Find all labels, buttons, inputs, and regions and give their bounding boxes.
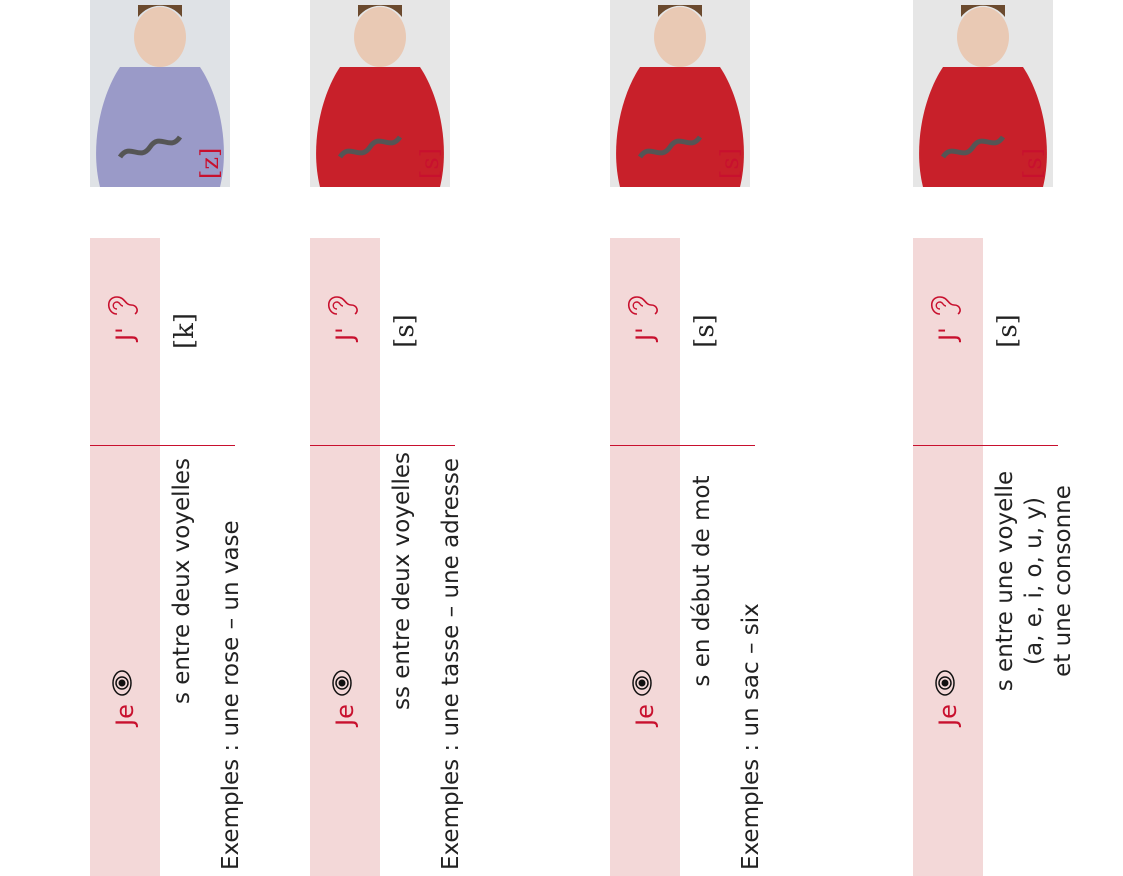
card: Je J' [s] ss entre deux voyelles Exemples : … <box>310 0 510 876</box>
photo-label: [s] <box>1019 147 1047 179</box>
j-entends: J' <box>90 293 160 341</box>
rule: ss entre deux voyelles <box>388 446 417 716</box>
photo-image <box>310 0 450 187</box>
photo-image <box>610 0 750 187</box>
j-label: J' <box>331 327 359 341</box>
rule-line: s entre deux voyelles <box>169 457 195 705</box>
je-vois: Je <box>913 670 983 726</box>
eye-icon <box>111 670 139 696</box>
rule-line: et une consonne <box>1050 485 1076 677</box>
ear-icon <box>926 293 970 319</box>
photo-label: [z] <box>196 147 224 179</box>
photo: [s] <box>310 0 450 187</box>
je-label: Je <box>631 704 659 726</box>
je-vois: Je <box>90 670 160 726</box>
photo: [s] <box>913 0 1053 187</box>
examples: Exemples : une rose – un vase <box>218 520 244 870</box>
rule-line: s en début de mot <box>689 475 715 687</box>
sound: [s] <box>390 314 420 348</box>
eye-icon <box>631 670 659 696</box>
photo: [z] <box>90 0 230 187</box>
photo-label: [s] <box>416 147 444 179</box>
je-label: Je <box>934 704 962 726</box>
j-label: J' <box>934 327 962 341</box>
ear-icon <box>103 293 147 319</box>
divider <box>310 445 455 446</box>
sound: [k] <box>170 312 200 350</box>
j-label: J' <box>111 327 139 341</box>
je-label: Je <box>111 704 139 726</box>
examples: Exemples : une tasse – une adresse <box>438 458 464 870</box>
j-entends: J' <box>610 293 680 341</box>
photo-image <box>913 0 1053 187</box>
photo: [s] <box>610 0 750 187</box>
je-label: Je <box>331 704 359 726</box>
card: Je J' [s] s entre une voyelle (a, e, i, o, u… <box>913 0 1113 876</box>
rule: s en début de mot <box>688 446 717 716</box>
card: Je J' [k] s entre deux voyelles Exemples : u… <box>90 0 290 876</box>
j-entends: J' <box>310 293 380 341</box>
rule-line: (a, e, i, o, u, y) <box>1021 497 1047 665</box>
rule: s entre une voyelle (a, e, i, o, u, y) et … <box>991 446 1078 716</box>
je-vois: Je <box>610 670 680 726</box>
eye-icon <box>331 670 359 696</box>
ear-icon <box>623 293 667 319</box>
divider <box>90 445 235 446</box>
ear-icon <box>323 293 367 319</box>
rule-line: s entre une voyelle <box>992 470 1018 692</box>
sound: [s] <box>993 314 1023 348</box>
examples: Exemples : un sac – six <box>738 603 764 870</box>
j-label: J' <box>631 327 659 341</box>
eye-icon <box>934 670 962 696</box>
j-entends: J' <box>913 293 983 341</box>
je-vois: Je <box>310 670 380 726</box>
divider <box>610 445 755 446</box>
photo-image <box>90 0 230 187</box>
card: Je J' [s] s en début de mot Exemples : un sa… <box>610 0 810 876</box>
rule-line: ss entre deux voyelles <box>389 451 415 711</box>
photo-label: [s] <box>716 147 744 179</box>
sound: [s] <box>690 314 720 348</box>
rule: s entre deux voyelles <box>168 446 197 716</box>
